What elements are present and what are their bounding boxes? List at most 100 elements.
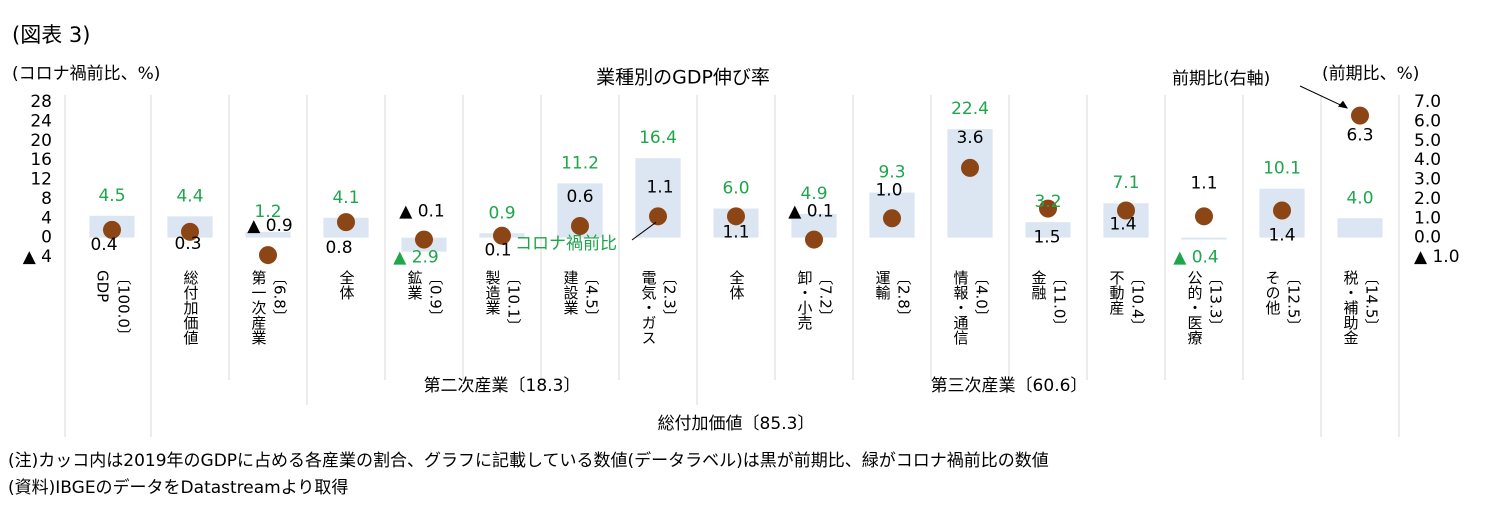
dot (259, 246, 277, 265)
dot (415, 230, 433, 249)
x-tick-label: 〔0.9〕 (427, 270, 445, 324)
x-tick-label: 製造業 (484, 270, 502, 315)
y2-tick-label: 6.0 (1414, 111, 1441, 131)
dot (181, 222, 199, 241)
dot-label: 0.6 (566, 187, 593, 207)
dot (103, 220, 121, 239)
bar (791, 213, 837, 238)
y2-tick-label: 1.0 (1414, 208, 1441, 228)
dot-label: 0.4 (90, 235, 117, 255)
y2-tick-label: 3.0 (1414, 170, 1441, 190)
bar-label: 7.1 (1112, 173, 1139, 193)
dot (337, 213, 355, 232)
dot (1195, 207, 1213, 226)
x-tick-label: 〔13.3〕 (1207, 270, 1225, 333)
x-tick-label: 金融 (1030, 270, 1048, 300)
x-tick-label: 電気・ガス (640, 270, 658, 345)
dot-label: 6.3 (1346, 126, 1373, 146)
x-tick-label: 第一次産業 (250, 269, 268, 345)
bar (947, 129, 993, 238)
dot-label: 0.1 (484, 241, 511, 261)
group-label: 第二次産業〔18.3〕 (424, 376, 581, 396)
x-tick-label: 鉱業 (406, 269, 424, 300)
bar-label: 3.2 (1034, 192, 1061, 212)
x-tick-label: 〔6.8〕 (271, 270, 289, 324)
dot (727, 207, 745, 226)
bar-label: 22.4 (951, 99, 989, 119)
x-tick-label: 〔100.0〕 (115, 270, 133, 343)
leader-arrow (1299, 85, 1347, 109)
y2-tick-label: 7.0 (1414, 92, 1441, 112)
x-tick-label: 総付加価値 (182, 270, 200, 345)
dot-label: 1.4 (1268, 226, 1295, 246)
bar-label: ▲ 2.9 (393, 248, 439, 268)
dot-label: 1.0 (875, 180, 902, 200)
x-tick-label: 〔2.3〕 (661, 270, 679, 324)
y-tick-label: 16 (30, 150, 52, 170)
x-tick-label: 建設業 (562, 270, 580, 315)
bar (635, 158, 681, 238)
x-tick-label: 不動産 (1108, 270, 1126, 316)
x-tick-label: 全体 (728, 269, 746, 300)
dot (961, 158, 979, 177)
y-axis-label: (コロナ禍前比、%) (12, 64, 160, 84)
note: (資料)IBGEのデータをDatastreamより取得 (8, 477, 348, 498)
y-tick-label: 4 (41, 208, 52, 228)
bar-label: 4.9 (800, 184, 827, 204)
note: (注)カッコ内は2019年のGDPに占める各産業の割合、グラフに記載している数値… (8, 450, 1049, 471)
bar-label: 4.4 (176, 186, 203, 206)
leader-line (631, 221, 657, 241)
y-tick-label: ▲ 4 (23, 247, 52, 267)
y2-tick-label: 5.0 (1414, 131, 1441, 151)
bar-label: 4.1 (332, 188, 359, 208)
bar-label: 9.3 (878, 163, 905, 183)
bar-label: 11.2 (561, 153, 599, 173)
dot (493, 226, 511, 245)
dot-label: 1.1 (722, 222, 749, 242)
x-tick-label: 情報・通信 (952, 270, 970, 345)
dot-label: ▲ 0.9 (247, 216, 293, 236)
x-tick-label: 〔4.0〕 (973, 270, 991, 324)
dot (1273, 201, 1291, 220)
bar-label: 0.9 (488, 203, 515, 223)
dot-label: ▲ 0.1 (399, 202, 445, 222)
x-tick-label: 運輸 (874, 270, 892, 300)
y2-tick-label: 4.0 (1414, 150, 1441, 170)
bar-label: 16.4 (639, 128, 677, 148)
dot (1117, 201, 1135, 220)
x-tick-label: 全体 (338, 269, 356, 300)
series-annotation: コロナ禍前比 (515, 234, 617, 254)
x-tick-label: 〔7.2〕 (817, 270, 835, 324)
dot-label: 0.3 (174, 234, 201, 254)
y-tick-label: 12 (30, 170, 52, 190)
x-tick-label: 〔11.0〕 (1051, 270, 1069, 333)
x-tick-label: その他 (1264, 270, 1282, 316)
y-tick-label: 28 (30, 92, 52, 112)
bar-label: 6.0 (722, 179, 749, 199)
x-tick-label: 〔12.5〕 (1285, 270, 1303, 333)
bar (1025, 222, 1071, 238)
y2-tick-label: ▲ 1.0 (1414, 247, 1460, 267)
x-tick-label: 〔2.8〕 (895, 270, 913, 324)
dot-label: 1.1 (1190, 173, 1217, 193)
y2-axis-label: (前期比、%) (1322, 64, 1419, 84)
dot (805, 230, 823, 249)
x-tick-label: 〔10.4〕 (1129, 270, 1147, 333)
bar-label: 4.0 (1346, 188, 1373, 208)
x-tick-label: 〔10.1〕 (505, 270, 523, 333)
x-tick-label: 税・補助金 (1342, 270, 1360, 345)
dot (883, 209, 901, 228)
arrow-head (1338, 100, 1348, 109)
dot-label: 1.1 (646, 177, 673, 197)
x-tick-label: 〔4.5〕 (583, 270, 601, 324)
y-tick-label: 8 (41, 189, 52, 209)
bar (1337, 218, 1383, 238)
dot (571, 217, 589, 235)
dot-label: 0.8 (325, 238, 352, 258)
bar-label: 10.1 (1263, 159, 1301, 179)
dot-label: 3.6 (956, 128, 983, 148)
x-tick-label: 公的・医療 (1186, 270, 1204, 345)
dot (1039, 199, 1057, 218)
x-tick-label: 卸・小売 (796, 270, 814, 331)
